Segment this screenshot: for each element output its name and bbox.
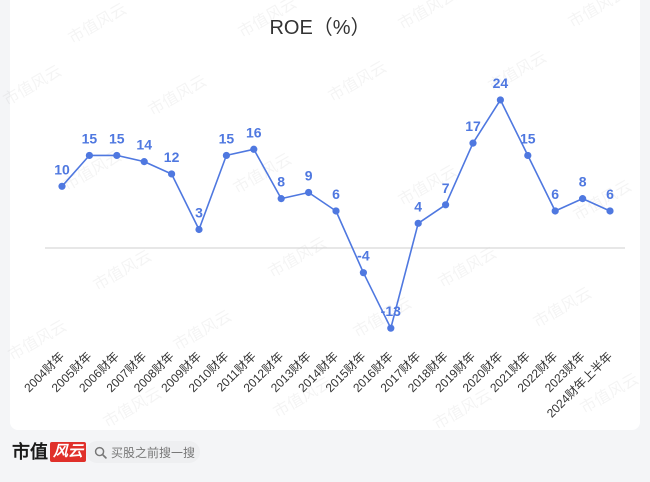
watermark-text: 市值风云 <box>395 0 459 33</box>
data-point <box>359 269 367 277</box>
watermark-text: 市值风云 <box>170 307 234 355</box>
data-label: 9 <box>305 167 313 183</box>
data-point <box>58 182 66 190</box>
data-label: 15 <box>219 130 235 146</box>
data-point <box>496 96 504 104</box>
data-label: 10 <box>54 161 70 177</box>
data-point <box>387 324 395 332</box>
chart-title: ROE（%） <box>269 16 370 39</box>
data-point <box>442 201 450 209</box>
brand-logo-text: 市值 <box>12 442 48 462</box>
data-point <box>85 151 93 160</box>
data-label: 24 <box>493 75 509 91</box>
data-label: -4 <box>357 248 370 264</box>
data-label: 7 <box>442 180 450 196</box>
data-label: 17 <box>465 118 481 134</box>
data-label: 12 <box>164 149 180 165</box>
data-point <box>469 139 477 147</box>
watermark-text: 市值风云 <box>0 62 64 110</box>
data-label: 15 <box>520 130 536 146</box>
data-label: 6 <box>551 186 559 202</box>
brand-logo-badge: 风云 <box>50 442 87 462</box>
data-label: 8 <box>277 174 285 190</box>
watermark-text: 市值风云 <box>265 234 329 282</box>
data-label: 8 <box>579 174 587 190</box>
watermark-text: 市值风云 <box>435 244 499 292</box>
search-placeholder: 买股之前搜一搜 <box>111 445 196 460</box>
data-point <box>606 207 614 215</box>
watermark-text: 市值风云 <box>395 162 459 210</box>
data-point <box>305 188 313 197</box>
data-point <box>168 170 176 178</box>
data-point <box>113 151 121 160</box>
data-point <box>250 145 258 153</box>
data-point <box>195 225 203 234</box>
search-box[interactable]: 买股之前搜一搜 <box>86 441 200 463</box>
data-point <box>140 158 148 166</box>
data-label: 15 <box>109 130 125 146</box>
data-point <box>551 207 559 215</box>
watermark-text: 市值风云 <box>565 0 629 31</box>
data-point <box>524 151 532 160</box>
data-label: 3 <box>195 204 203 220</box>
data-label: 6 <box>606 186 614 202</box>
data-point <box>222 151 230 160</box>
watermark-text: 市值风云 <box>325 58 389 106</box>
data-label: 16 <box>246 124 262 140</box>
data-label: 4 <box>414 198 422 214</box>
data-point <box>332 207 340 215</box>
data-point <box>579 195 587 203</box>
footer-bar: 市值 风云 买股之前搜一搜 <box>0 436 650 470</box>
data-label: 14 <box>136 137 152 153</box>
watermark-text: 市值风云 <box>65 0 129 47</box>
data-point <box>414 219 422 227</box>
data-label: 6 <box>332 186 340 202</box>
search-icon <box>94 446 107 459</box>
chart-card <box>10 0 640 430</box>
data-label: 15 <box>82 130 98 146</box>
watermark-text: 市值风云 <box>145 72 209 120</box>
data-label: -13 <box>381 303 401 319</box>
watermark-text: 市值风云 <box>530 284 594 332</box>
data-point <box>277 195 285 203</box>
watermark-text: 市值风云 <box>90 247 154 295</box>
brand-logo: 市值 风云 <box>12 441 87 463</box>
